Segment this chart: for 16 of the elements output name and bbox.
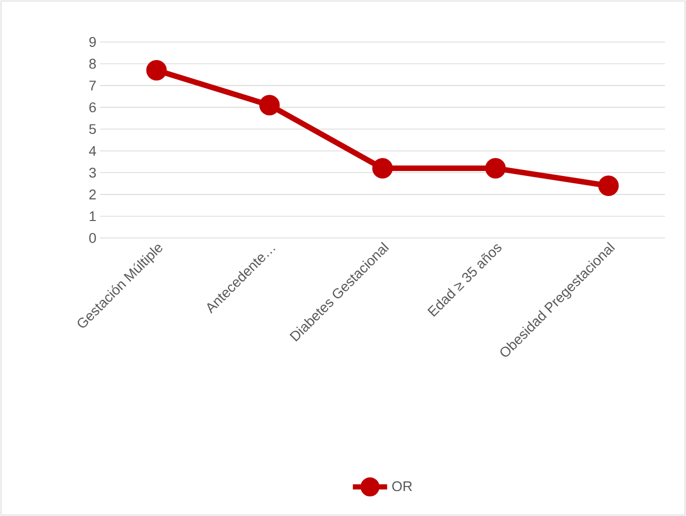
legend-label: OR	[392, 481, 412, 492]
point	[598, 175, 619, 196]
y-tick-label: 0	[89, 233, 96, 243]
point	[485, 158, 506, 179]
y-tick-label: 5	[89, 124, 96, 134]
point	[146, 60, 167, 81]
y-tick-label: 1	[90, 211, 96, 222]
point	[372, 158, 393, 179]
y-tick-label: 4	[89, 146, 96, 156]
y-tick-label: 2	[89, 190, 96, 200]
y-tick-label: 9	[89, 37, 96, 47]
y-tick-label: 3	[89, 168, 96, 178]
point	[259, 94, 280, 116]
y-tick-label: 6	[89, 102, 96, 112]
y-tick-label: 7	[89, 80, 96, 90]
y-tick-label: 8	[89, 58, 96, 69]
